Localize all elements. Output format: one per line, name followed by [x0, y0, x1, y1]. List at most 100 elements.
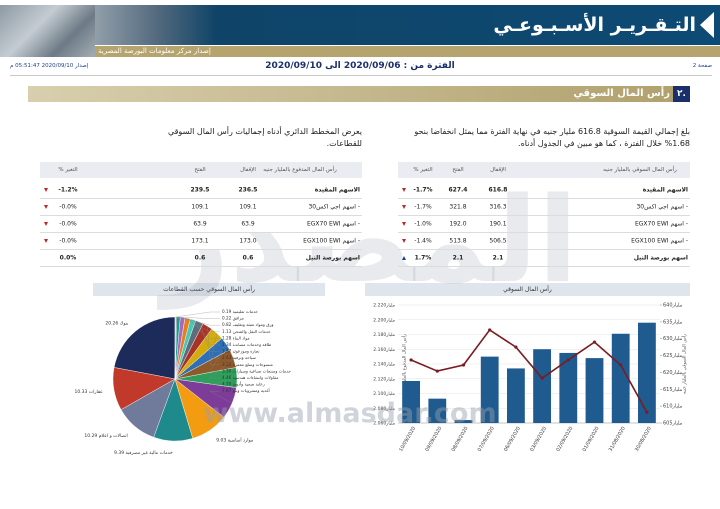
slice-label: 9.03 موارد أساسية [216, 436, 254, 443]
y2-tick-label: 615مليار [663, 387, 683, 393]
slice-label: 1.13 خدمات النقل والشحن [222, 329, 271, 334]
row-line [40, 215, 362, 216]
table-header-bg [398, 162, 690, 178]
slice-value: 3.30 [222, 368, 232, 373]
y2-tick-label: 630مليار [663, 336, 683, 342]
line-point [592, 340, 597, 344]
bar [480, 356, 499, 423]
pie-slice [113, 316, 176, 380]
cell-value: 2.1 [452, 254, 464, 262]
slice-label: 9.39 خدمات مالية غير مصرفية [114, 450, 173, 456]
slice-name: خدمات تعليمية [233, 309, 259, 314]
column-header: الفتح [452, 167, 464, 173]
slice-name: مرافق [233, 316, 244, 321]
cell-value: 63.9 [241, 220, 255, 228]
slice-label: 7.67 أغذية ومشروبات وتبغ [222, 387, 270, 393]
column-header: الفتح [194, 167, 206, 173]
cell-value: 173.0 [239, 237, 257, 245]
slice-name: ورق ومواد تعبئة وتغليف [233, 322, 274, 327]
bar [637, 322, 656, 423]
row-label: اسهم بورصة النيل [633, 254, 688, 262]
trend-arrow [402, 256, 406, 260]
line [410, 328, 648, 413]
slice-value: 4.46 [222, 375, 232, 380]
slice-label: 20.26 بنوك [105, 320, 128, 326]
bar [533, 349, 552, 423]
slice-label: 0.22 مرافق [222, 316, 244, 321]
y2-axis-title: رأس المال السوقي بالمليار جنيه [681, 334, 688, 394]
y2-tick-label: 635مليار [663, 319, 683, 325]
row-line [398, 266, 690, 267]
row-label: اسهم بورصة النيل [305, 254, 360, 262]
y-tick-label: 2.100مليار [373, 391, 395, 397]
bar [454, 420, 473, 423]
row-line [40, 249, 362, 250]
slice-name: تجارة وموزعون [233, 349, 261, 354]
row-line [398, 249, 690, 250]
leader-line [187, 318, 220, 339]
slice-label: 0.19 خدمات تعليمية [222, 309, 258, 314]
cell-value: -0.0% [59, 237, 77, 245]
slice-name: منسوجات وسلع معمرة [233, 362, 273, 367]
slice-name: بنوك [120, 321, 129, 326]
row-label: الاسهم المقيدة [642, 186, 688, 194]
slice-name: مواد البناء [233, 335, 250, 340]
column-header: رأس المال المدفوع بالمليار جنيه [263, 167, 337, 173]
slice-value: 1.34 [222, 342, 232, 347]
line-point [566, 358, 570, 362]
slice-name: موارد أساسية [228, 436, 254, 443]
cell-value: 1.7% [414, 254, 432, 262]
slice-value: 4.79 [222, 382, 232, 387]
y-tick-label: 2.220مليار [373, 303, 395, 309]
banner-photo [0, 5, 95, 57]
row-label: - اسهم اجي اكس30 [308, 203, 360, 211]
y-tick-label: 2.160مليار [373, 347, 395, 353]
slice-value: 3.22 [222, 362, 232, 367]
row-line [40, 232, 362, 233]
chart-title: رأس المال السوقي [365, 283, 690, 296]
cell-value: 0.0% [59, 254, 77, 262]
y-tick-label: 2.060مليار [373, 421, 395, 427]
slice-name: رعاية صحية وأدوية [233, 381, 265, 387]
y2-tick-label: 640مليار [663, 303, 683, 309]
y-tick-label: 2.180مليار [373, 332, 395, 338]
slice-name: اتصالات و اعلام [99, 433, 128, 438]
slice-label: 10.29 اتصالات و اعلام [84, 432, 127, 438]
slice-label: 1.87 تجارة وموزعون [222, 349, 260, 354]
y-axis-title: رأس المال المدفوع بالمليار جنيه [401, 334, 408, 394]
slice-name: خدمات النقل والشحن [233, 329, 271, 334]
report-period: الفترة من : 2020/09/06 الى 2020/09/10 [265, 61, 455, 71]
column-header: % التغير [58, 167, 78, 173]
leader-line [176, 316, 220, 319]
slice-label: 1.34 طاقة وخدمات مساندة [222, 342, 272, 347]
bar [402, 380, 421, 423]
line-point [514, 345, 518, 349]
leader-line [209, 377, 238, 385]
row-line [398, 198, 690, 199]
leader-line [209, 358, 234, 379]
bar [585, 358, 604, 423]
slice-value: 2.43 [222, 355, 232, 360]
cell-value: 0.6 [242, 254, 254, 262]
paragraph: يعرض المخطط الدائري أدناه إجماليات رأس ا… [167, 127, 362, 148]
row-label: - اسهم EGX70 EWI [634, 220, 688, 228]
cell-value: 63.9 [193, 220, 207, 228]
y-tick-label: 2.200مليار [373, 317, 395, 323]
x-tick-label: 10/09/2020 [398, 426, 417, 453]
cell-value: 616.8 [488, 186, 508, 194]
leader-line [209, 343, 227, 372]
slice-value: 20.26 [105, 320, 118, 326]
trend-arrow [44, 205, 48, 209]
trend-arrow [402, 239, 406, 243]
slice-value: 1.13 [222, 329, 232, 334]
trend-arrow [402, 188, 406, 192]
cell-value: -0.0% [59, 203, 77, 211]
trend-arrow [44, 222, 48, 226]
line-point [540, 376, 544, 380]
cell-value: 0.6 [194, 254, 206, 262]
line-point [409, 358, 413, 362]
x-tick-label: 08/09/2020 [451, 426, 470, 453]
slice-value: 10.29 [84, 432, 97, 438]
cell-value: 2.1 [492, 254, 504, 262]
leader-line [209, 333, 220, 365]
